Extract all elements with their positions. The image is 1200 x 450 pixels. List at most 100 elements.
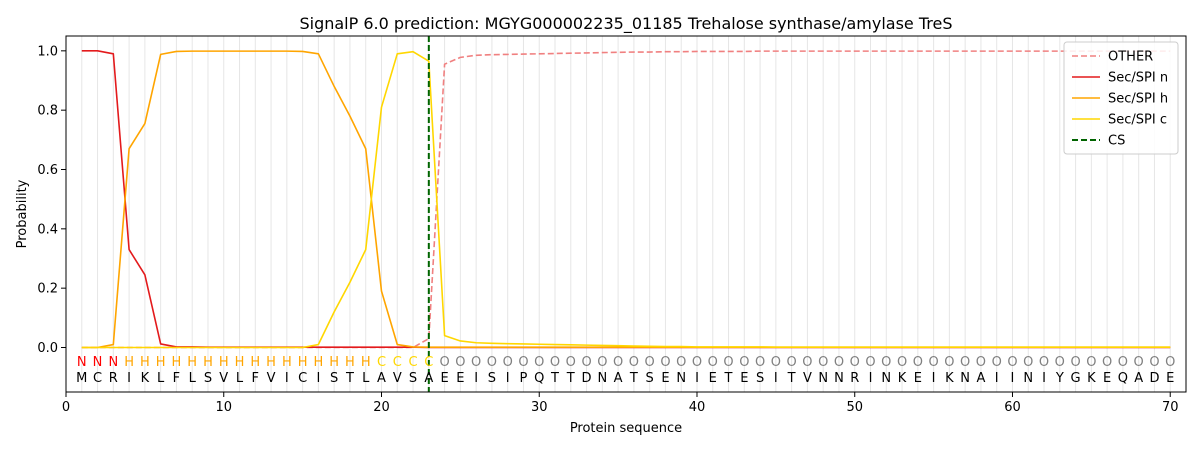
plot-frame [65,35,1187,393]
region-label: O [787,355,797,370]
y-tick-label: 1.0 [37,44,58,59]
legend-label: Sec/SPI h [1108,92,1168,107]
x-axis-label: Protein sequence [570,421,682,436]
region-label: O [518,355,528,370]
region-label: O [692,355,702,370]
y-tick-label: 0.0 [37,341,58,356]
region-label: O [897,355,907,370]
series-line-sec-spi-c [81,50,1171,349]
region-label: O [1149,355,1159,370]
residue-label: A [1134,371,1143,386]
region-label: O [1134,355,1144,370]
residue-label: I [995,371,999,386]
residue-label: C [93,371,102,386]
region-label: H [329,355,339,370]
region-label: O [566,355,576,370]
region-label: O [708,355,718,370]
residue-label: L [236,371,244,386]
residue-label: V [219,371,228,386]
residue-label: V [267,371,276,386]
y-tick-label: 0.8 [37,104,58,119]
region-label: O [1118,355,1128,370]
region-label: C [409,355,418,370]
region-label: O [676,355,686,370]
series-line-sec-spi-n [81,50,1171,349]
residue-label: E [440,371,448,386]
residue-label: K [945,371,954,386]
residue-label: E [661,371,669,386]
region-label: O [597,355,607,370]
residue-label: L [189,371,197,386]
residue-label: D [1149,371,1159,386]
region-label: O [1165,355,1175,370]
residue-label: S [646,371,654,386]
region-label: O [455,355,465,370]
region-label: H [235,355,245,370]
region-label: O [992,355,1002,370]
legend-box [1063,41,1179,155]
region-label: O [629,355,639,370]
series-line-other [81,50,1171,349]
residue-label: N [818,371,828,386]
region-label: H [219,355,229,370]
region-label: O [550,355,560,370]
y-tick-label: 0.4 [37,222,58,237]
axis-ticks: 0 10 20 30 40 50 60 70 0.0 0.2 0.4 0.6 0.8 1.0 [37,44,1178,415]
residue-label: T [550,371,559,386]
x-tick-label: 50 [846,400,863,415]
residue-label: S [409,371,417,386]
grid-lines [81,36,1171,392]
region-label: O [960,355,970,370]
residue-label: Q [1118,371,1128,386]
region-label: O [771,355,781,370]
region-label: O [1102,355,1112,370]
region-label: O [487,355,497,370]
region-label: H [345,355,355,370]
residue-label: N [676,371,686,386]
residue-label: S [204,371,212,386]
residue-label: R [850,371,859,386]
region-label: O [581,355,591,370]
region-label: O [755,355,765,370]
residue-label: T [629,371,638,386]
region-label: H [124,355,134,370]
residue-label: D [582,371,592,386]
region-label: O [1070,355,1080,370]
region-label: O [471,355,481,370]
residue-label: F [252,371,259,386]
residue-label: V [803,371,812,386]
region-label: N [93,355,103,370]
region-label: O [881,355,891,370]
residue-label: S [488,371,496,386]
region-label: O [439,355,449,370]
region-label: O [645,355,655,370]
residue-label: E [709,371,717,386]
residue-label: V [393,371,402,386]
region-label: N [77,355,87,370]
region-label: O [613,355,623,370]
residue-label: I [774,371,778,386]
region-label: O [865,355,875,370]
region-label: C [424,355,433,370]
y-tick-label: 0.6 [37,163,58,178]
residue-label: N [960,371,970,386]
region-label: H [250,355,260,370]
region-label: H [361,355,371,370]
region-label: H [156,355,166,370]
residue-label: E [1103,371,1111,386]
region-label: O [1055,355,1065,370]
residue-label: L [362,371,370,386]
residue-label: I [474,371,478,386]
residue-label: I [316,371,320,386]
residue-label: A [377,371,386,386]
legend-label: Sec/SPI n [1108,71,1168,86]
region-label: O [976,355,986,370]
residue-label: I [285,371,289,386]
x-tick-label: 0 [62,400,70,415]
region-label: O [1086,355,1096,370]
region-label: H [314,355,324,370]
residue-label: I [932,371,936,386]
residue-label: I [127,371,131,386]
residue-label: N [881,371,891,386]
